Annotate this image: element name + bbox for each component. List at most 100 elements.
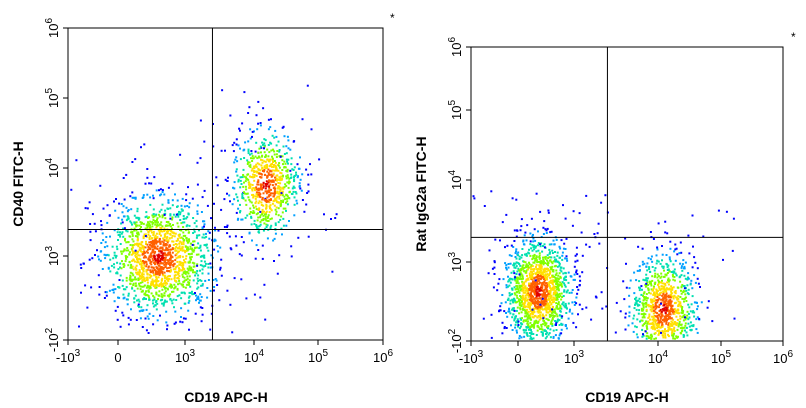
- event-dot: [127, 216, 130, 219]
- event-dot: [113, 200, 115, 203]
- event-dot: [160, 266, 163, 268]
- event-dot: [204, 243, 207, 246]
- event-dot: [279, 176, 282, 179]
- event-dot: [542, 293, 545, 296]
- event-dot: [552, 279, 555, 282]
- event-dot: [679, 304, 682, 307]
- event-dot: [559, 256, 561, 259]
- event-dot: [550, 243, 553, 246]
- event-dot: [522, 264, 525, 267]
- event-dot: [179, 255, 182, 257]
- event-dot: [177, 213, 180, 216]
- plot-frame: [67, 27, 384, 341]
- event-dot: [153, 280, 156, 283]
- event-dot: [549, 300, 551, 303]
- event-dot: [281, 169, 284, 171]
- event-dot: [121, 231, 124, 234]
- event-dot: [138, 282, 140, 285]
- event-dot: [562, 295, 565, 297]
- x-tick-label: 104: [648, 349, 668, 366]
- event-dot: [264, 190, 267, 193]
- event-dot: [548, 332, 551, 335]
- event-dot: [551, 280, 554, 283]
- event-dot: [166, 232, 169, 235]
- event-dot: [199, 264, 202, 267]
- event-dot: [144, 294, 147, 297]
- event-dot: [133, 196, 136, 199]
- event-dot: [268, 201, 271, 204]
- event-dot: [307, 235, 310, 238]
- event-dot: [160, 208, 163, 211]
- event-dot: [186, 205, 189, 207]
- event-dot: [657, 285, 660, 288]
- event-dot: [671, 308, 674, 311]
- event-dot: [173, 235, 176, 238]
- event-dot: [682, 291, 685, 294]
- event-dot: [267, 144, 270, 146]
- event-dot: [518, 304, 521, 307]
- event-dot: [558, 296, 561, 298]
- event-dot: [513, 319, 516, 322]
- event-dot: [270, 192, 272, 195]
- event-dot: [536, 322, 539, 324]
- event-dot: [133, 278, 136, 281]
- event-dot: [624, 237, 627, 240]
- event-dot: [134, 276, 137, 279]
- event-dot: [137, 277, 140, 280]
- event-dot: [658, 294, 661, 296]
- event-dot: [549, 286, 552, 289]
- event-dot: [131, 161, 134, 163]
- event-dot: [653, 269, 656, 272]
- event-dot: [178, 260, 181, 263]
- event-dot: [181, 209, 184, 212]
- event-dot: [559, 247, 562, 250]
- event-dot: [141, 326, 144, 328]
- event-dot: [679, 331, 682, 334]
- event-dot: [664, 294, 667, 297]
- event-dot: [680, 266, 683, 269]
- event-dot: [251, 160, 254, 162]
- event-dot: [123, 248, 126, 251]
- event-dot: [520, 284, 523, 287]
- event-dot: [674, 243, 677, 246]
- event-dot: [519, 285, 522, 288]
- event-dot: [174, 310, 177, 313]
- event-dot: [172, 213, 175, 216]
- event-dot: [186, 275, 189, 278]
- event-dot: [683, 334, 686, 337]
- event-dot: [124, 288, 127, 291]
- event-dot: [490, 336, 493, 339]
- event-dot: [659, 317, 662, 320]
- event-dot: [185, 225, 188, 228]
- event-dot: [527, 326, 530, 329]
- event-dot: [507, 275, 509, 278]
- event-dot: [542, 226, 545, 229]
- event-dot: [188, 283, 190, 286]
- event-dot: [170, 278, 173, 281]
- event-dot: [672, 337, 675, 340]
- event-dot: [553, 310, 556, 313]
- event-dot: [170, 236, 173, 239]
- event-dot: [160, 293, 163, 296]
- event-dot: [255, 165, 258, 168]
- event-dot: [167, 239, 170, 242]
- event-dot: [274, 232, 277, 235]
- event-dot: [263, 145, 266, 148]
- event-dot: [159, 188, 162, 191]
- event-dot: [565, 327, 568, 330]
- event-dot: [330, 218, 332, 220]
- event-dot: [518, 335, 521, 337]
- event-dot: [257, 249, 260, 251]
- event-dot: [538, 306, 541, 309]
- event-dot: [166, 235, 169, 238]
- event-dot: [654, 301, 657, 304]
- event-dot: [290, 173, 293, 176]
- event-dot: [98, 286, 101, 288]
- event-dot: [156, 271, 159, 273]
- event-dot: [501, 221, 504, 224]
- event-dot: [270, 209, 273, 212]
- event-dot: [101, 268, 104, 270]
- event-dot: [537, 307, 539, 310]
- event-dot: [521, 295, 524, 298]
- event-dot: [123, 215, 126, 218]
